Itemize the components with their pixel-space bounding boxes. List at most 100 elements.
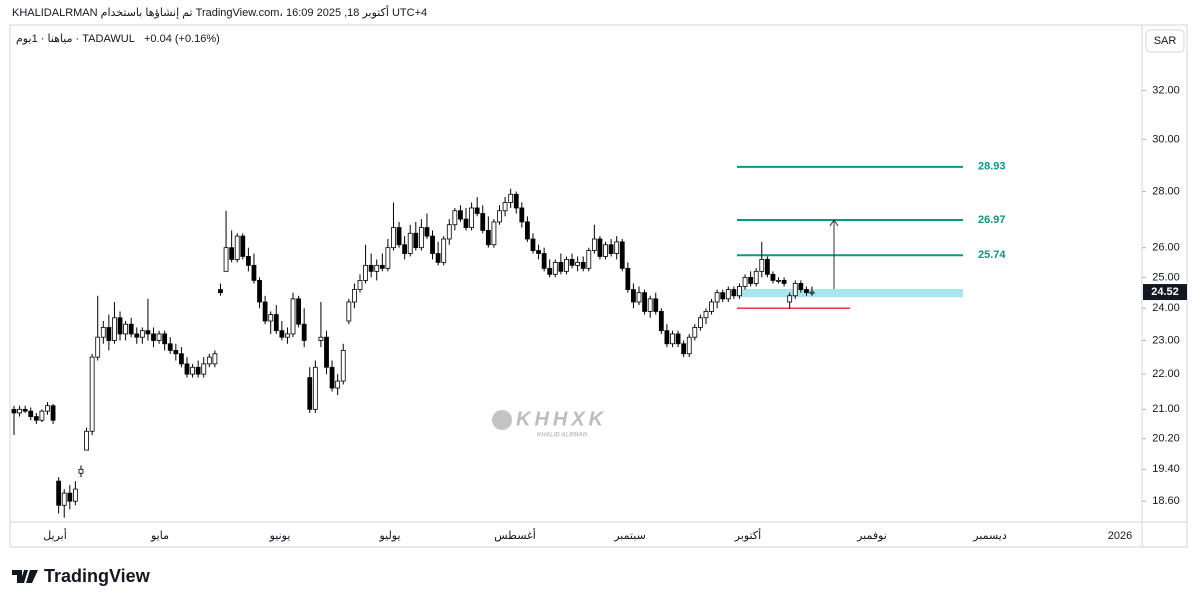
candle-body [781, 279, 787, 284]
candle [368, 253, 374, 278]
y-tick-label: 26.00 [1152, 242, 1180, 254]
candle-body [430, 235, 435, 254]
candle [28, 407, 34, 421]
y-tick-label: 28.00 [1152, 185, 1180, 197]
x-tick-label: نوفمبر [856, 530, 887, 542]
candle [580, 256, 586, 272]
candle [262, 295, 268, 325]
candle-body [748, 276, 754, 284]
candle [692, 324, 698, 341]
candle-body [402, 244, 408, 254]
candle-body [564, 259, 569, 272]
candle-body [435, 253, 441, 263]
candle-body [770, 273, 776, 281]
candle-body [307, 377, 313, 410]
candle-body [764, 259, 770, 275]
candle [764, 256, 770, 278]
candle-body [608, 244, 614, 254]
candle-body [519, 207, 525, 223]
last-price-box [1143, 284, 1187, 301]
candle [340, 343, 346, 385]
candle-body [45, 405, 50, 412]
candle [223, 210, 229, 272]
candle [78, 465, 84, 478]
watermark-subtext: KHALID ALRMAN [537, 433, 588, 439]
candle-body [391, 227, 396, 249]
currency-button[interactable] [1145, 29, 1185, 53]
candle [519, 202, 525, 228]
candle-body [580, 261, 586, 269]
candle-body [89, 356, 95, 432]
candle-body [798, 283, 804, 290]
candle-body [296, 298, 302, 325]
candle [173, 343, 179, 361]
candle-body [117, 317, 123, 335]
candle-body [61, 492, 67, 506]
candle [686, 333, 692, 358]
target-label: 26.97 [978, 214, 1006, 226]
candle-body [586, 250, 592, 269]
candle-body [508, 193, 514, 203]
candle [240, 233, 246, 260]
candle-body [670, 333, 675, 345]
candle [50, 403, 56, 424]
candle [681, 340, 687, 358]
candle [569, 253, 575, 269]
candle [742, 274, 748, 290]
y-tick-label: 19.40 [1152, 463, 1180, 475]
candle [469, 202, 474, 231]
candle-body [262, 301, 268, 322]
candle-body [357, 279, 363, 290]
candle-body [273, 314, 279, 332]
candle-body [625, 267, 631, 290]
candle [61, 489, 67, 518]
candle [524, 216, 530, 242]
candle [296, 295, 302, 328]
candle [530, 233, 536, 254]
candle [379, 253, 385, 272]
brand-icon [12, 570, 38, 583]
candle-body [597, 238, 603, 257]
candle [374, 259, 380, 281]
candle-body [591, 238, 597, 251]
candle [273, 305, 279, 334]
candle-body [614, 241, 620, 254]
y-tick-label: 30.00 [1152, 133, 1180, 145]
candle [72, 481, 78, 506]
currency[interactable]: SAR [1154, 35, 1177, 47]
arrow-head [829, 219, 839, 227]
legend-change: +0.04 (+0.16%) [144, 33, 220, 45]
candle [748, 271, 754, 287]
candle [95, 295, 101, 361]
candle [218, 283, 223, 296]
candle-body [67, 492, 73, 502]
y-tick-label: 20.20 [1152, 433, 1180, 445]
candle [781, 277, 787, 287]
candle-body [17, 408, 22, 414]
candle [84, 427, 89, 451]
candle [552, 259, 558, 278]
candle-body [575, 261, 581, 266]
candle [480, 205, 486, 234]
candle-body [642, 292, 647, 312]
candle [307, 367, 313, 413]
x-tick-label: يونيو [269, 530, 291, 542]
candle [614, 236, 620, 260]
candle-body [162, 333, 168, 345]
candle-body [335, 380, 341, 389]
frame [9, 24, 1188, 548]
candle [11, 405, 17, 436]
candle-body [407, 232, 413, 254]
candle [285, 327, 290, 344]
candle-body [742, 276, 748, 287]
candle [56, 477, 62, 514]
candle [664, 324, 670, 348]
candle-body [759, 259, 765, 272]
watermark: KHHXK KHALID ALRMAN [492, 408, 603, 439]
candle-body [720, 292, 726, 300]
candle [89, 353, 95, 436]
candle [245, 247, 251, 272]
candle [675, 330, 681, 348]
candle-body [100, 327, 106, 338]
